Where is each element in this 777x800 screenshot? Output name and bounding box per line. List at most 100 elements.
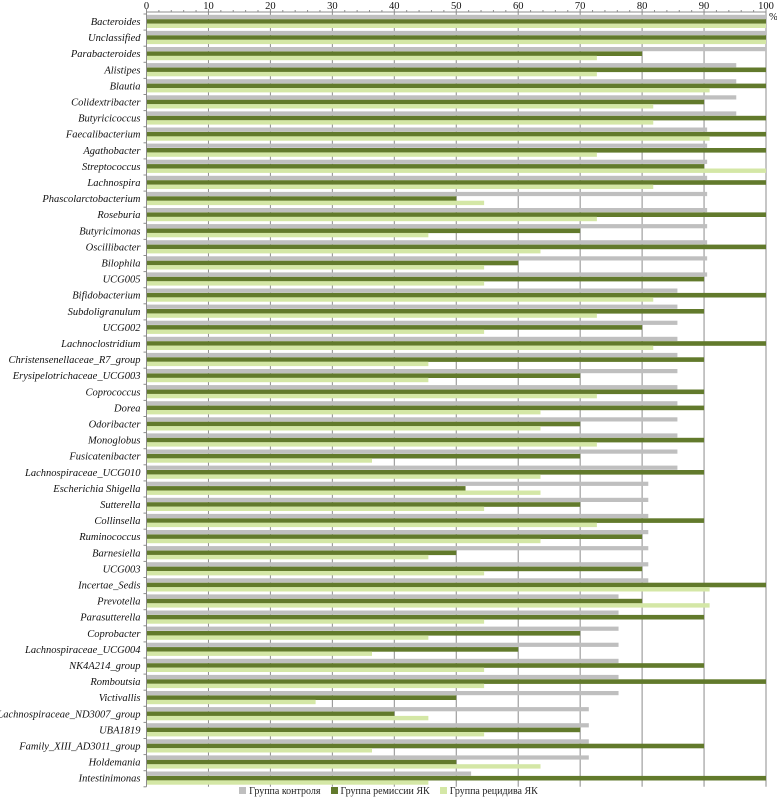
- control-bar: [146, 111, 737, 116]
- remission-bar: [146, 19, 766, 24]
- control-bar: [146, 594, 619, 599]
- category-label: Collinsella: [94, 516, 140, 527]
- x-tick-label: 60: [513, 1, 524, 12]
- remission-bar: [146, 582, 766, 588]
- control-bar: [146, 175, 708, 180]
- control-bar: [146, 610, 619, 615]
- remission-bar: [146, 148, 766, 153]
- control-bar: [146, 30, 766, 36]
- category-label: Unclassified: [88, 33, 141, 44]
- category-label: Coprococcus: [85, 387, 140, 398]
- relapse-bar: [146, 104, 654, 109]
- legend-swatch: [239, 787, 247, 794]
- remission-bar: [146, 276, 705, 282]
- relapse-bar: [146, 297, 654, 302]
- remission-bar: [146, 309, 705, 314]
- category-label: NK4A214_group: [68, 661, 140, 672]
- remission-bar: [146, 486, 466, 491]
- remission-bar: [146, 663, 705, 668]
- category-label: Bacteroides: [91, 17, 141, 28]
- remission-bar: [146, 775, 766, 781]
- bars: [146, 14, 766, 785]
- legend-swatch: [439, 787, 447, 794]
- category-label: Alistipes: [103, 65, 140, 76]
- remission-bar: [146, 228, 581, 234]
- relapse-bar: [146, 232, 429, 238]
- control-bar: [146, 95, 737, 100]
- category-label: Erysipelotrichaceae_UCG003: [12, 371, 141, 382]
- relapse-bar: [146, 184, 654, 189]
- relapse-bar: [146, 329, 485, 334]
- remission-bar: [146, 695, 457, 700]
- category-label: Colidextribacter: [71, 98, 141, 109]
- control-bar: [146, 449, 678, 454]
- remission-bar: [146, 421, 581, 427]
- relapse-bar: [146, 780, 429, 785]
- control-bar: [146, 288, 678, 293]
- category-label: Christensenellaceae_R7_group: [8, 355, 140, 366]
- legend-label: Группа ремиссии ЯК: [340, 786, 430, 797]
- relapse-bar: [146, 216, 597, 222]
- legend-item: Группа ремиссии ЯК: [330, 786, 430, 797]
- remission-bar: [146, 437, 705, 443]
- control-bar: [146, 626, 619, 631]
- control-bar: [146, 755, 589, 760]
- remission-bar: [146, 470, 705, 475]
- remission-bar: [146, 550, 457, 556]
- relapse-bar: [146, 281, 485, 286]
- control-bar: [146, 578, 649, 583]
- category-label: Blautia: [110, 81, 141, 92]
- remission-bar: [146, 180, 766, 185]
- control-bar: [146, 272, 708, 277]
- category-label: Oscillibacter: [86, 242, 142, 253]
- remission-bar: [146, 260, 519, 266]
- category-label: UCG005: [103, 275, 141, 286]
- relapse-bar: [146, 120, 654, 125]
- control-bar: [146, 417, 678, 422]
- control-bar: [146, 256, 708, 261]
- relapse-bar: [146, 55, 597, 61]
- legend: Группа контроля Группа ремиссии ЯК Группа …: [0, 786, 777, 797]
- category-label: Odoribacter: [89, 420, 142, 431]
- control-bar: [146, 707, 589, 712]
- category-label: Parabacteroides: [70, 49, 141, 60]
- remission-bar: [146, 727, 581, 733]
- relapse-bar: [146, 23, 766, 28]
- control-bar: [146, 304, 678, 309]
- relapse-bar: [146, 345, 654, 350]
- control-bar: [146, 481, 649, 486]
- legend-item: Группа контроля: [239, 786, 321, 797]
- category-label: Holdemania: [88, 758, 141, 769]
- relapse-bar: [146, 748, 372, 753]
- x-tick-label: 80: [637, 1, 648, 12]
- category-label: Escherichia Shigella: [52, 484, 140, 495]
- relapse-bar: [146, 136, 710, 141]
- control-bar: [146, 771, 472, 776]
- remission-bar: [146, 759, 457, 765]
- remission-bar: [146, 164, 705, 169]
- remission-bar: [146, 679, 766, 684]
- remission-bar: [146, 341, 766, 346]
- x-tick-label: 20: [265, 1, 276, 12]
- legend-label: Группа контроля: [249, 786, 321, 797]
- legend-item: Группа рецидива ЯК: [439, 786, 538, 797]
- control-bar: [146, 127, 708, 132]
- relapse-bar: [146, 490, 541, 495]
- relapse-bar: [146, 474, 541, 479]
- relapse-bar: [146, 506, 485, 511]
- category-label: Bilophila: [101, 259, 140, 270]
- control-bar: [146, 691, 619, 696]
- remission-bar: [146, 711, 395, 717]
- category-label: Ruminococcus: [78, 532, 140, 543]
- control-bar: [146, 208, 708, 213]
- category-label: UCG003: [103, 564, 141, 575]
- relapse-bar: [146, 587, 710, 592]
- relapse-bar: [146, 152, 597, 157]
- x-tick-label: 100: [758, 1, 774, 12]
- relapse-bar: [146, 635, 429, 640]
- x-tick-label: 0: [144, 1, 149, 12]
- category-label: Victivallis: [99, 693, 141, 704]
- category-label: Parasutterella: [79, 613, 140, 624]
- control-bar: [146, 191, 708, 197]
